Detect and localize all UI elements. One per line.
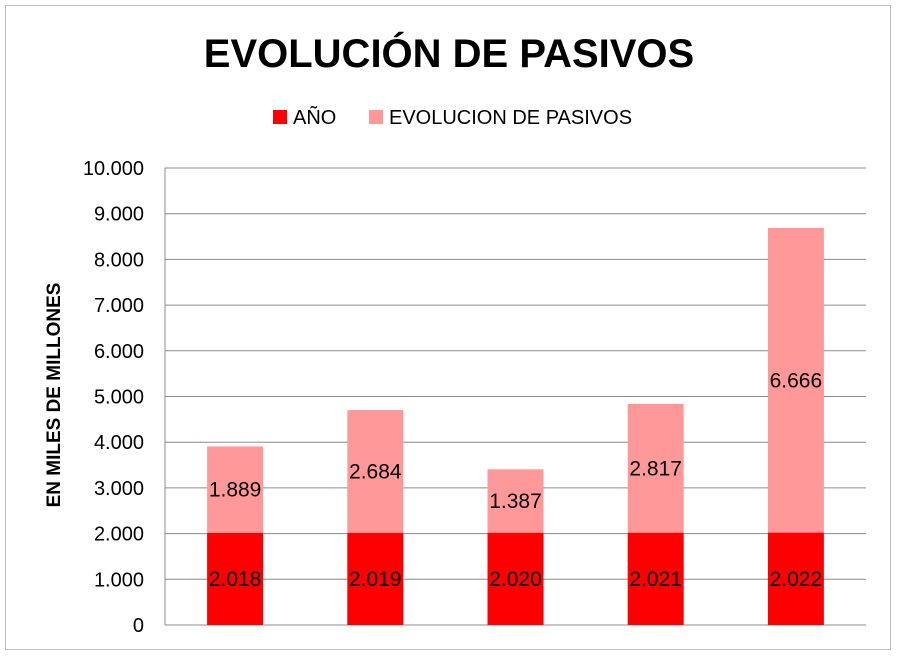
bar-segment bbox=[347, 532, 404, 625]
data-label: 2.684 bbox=[349, 460, 402, 483]
bar-segment bbox=[767, 227, 824, 533]
bars bbox=[207, 227, 824, 625]
y-axis-label: EN MILES DE MILLONES bbox=[44, 283, 65, 508]
y-tick-label: 4.000 bbox=[94, 432, 144, 454]
gridlines bbox=[164, 167, 866, 626]
data-label: 6.666 bbox=[770, 369, 823, 392]
bar-segment bbox=[767, 532, 824, 625]
data-label: 1.889 bbox=[209, 479, 262, 502]
legend-swatch bbox=[369, 110, 383, 124]
bar-segment bbox=[627, 403, 684, 533]
data-label: 2.021 bbox=[629, 568, 682, 591]
y-tick-label: 10.000 bbox=[83, 158, 144, 180]
y-tick-label: 5.000 bbox=[94, 387, 144, 409]
bar-segment bbox=[347, 410, 404, 533]
y-axis-ticks: 0 1.000 2.000 3.000 4.000 5.000 6.000 7.000 8.00… bbox=[83, 158, 144, 637]
y-tick-label: 2.000 bbox=[94, 524, 144, 546]
y-tick-label: 3.000 bbox=[94, 478, 144, 500]
data-label: 2.020 bbox=[489, 568, 542, 591]
y-tick-label: 9.000 bbox=[94, 204, 144, 226]
legend-label: AÑO bbox=[293, 105, 336, 129]
data-label: 1.387 bbox=[489, 490, 542, 513]
data-label: 2.022 bbox=[770, 568, 823, 591]
bar-segment bbox=[487, 532, 544, 625]
data-label: 2.019 bbox=[349, 568, 402, 591]
bar-segment bbox=[487, 469, 544, 533]
y-tick-label: 6.000 bbox=[94, 341, 144, 363]
y-tick-label: 1.000 bbox=[94, 569, 144, 591]
y-tick-label: 8.000 bbox=[94, 249, 144, 271]
bar-segment bbox=[207, 532, 264, 625]
data-labels: 2.018 1.889 2.019 2.684 2.020 1.387 2.021 2.817… bbox=[209, 369, 822, 591]
y-tick-label: 7.000 bbox=[94, 295, 144, 317]
data-label: 2.018 bbox=[209, 568, 262, 591]
bar-segment bbox=[627, 532, 684, 625]
legend: AÑO EVOLUCION DE PASIVOS bbox=[273, 105, 632, 129]
chart-title: EVOLUCIÓN DE PASIVOS bbox=[204, 30, 694, 76]
legend-swatch bbox=[273, 110, 287, 124]
chart-frame bbox=[5, 5, 891, 650]
legend-label: EVOLUCION DE PASIVOS bbox=[389, 107, 632, 129]
y-tick-label: 0 bbox=[133, 615, 144, 637]
data-label: 2.817 bbox=[629, 457, 682, 480]
bar-segment bbox=[207, 446, 264, 533]
